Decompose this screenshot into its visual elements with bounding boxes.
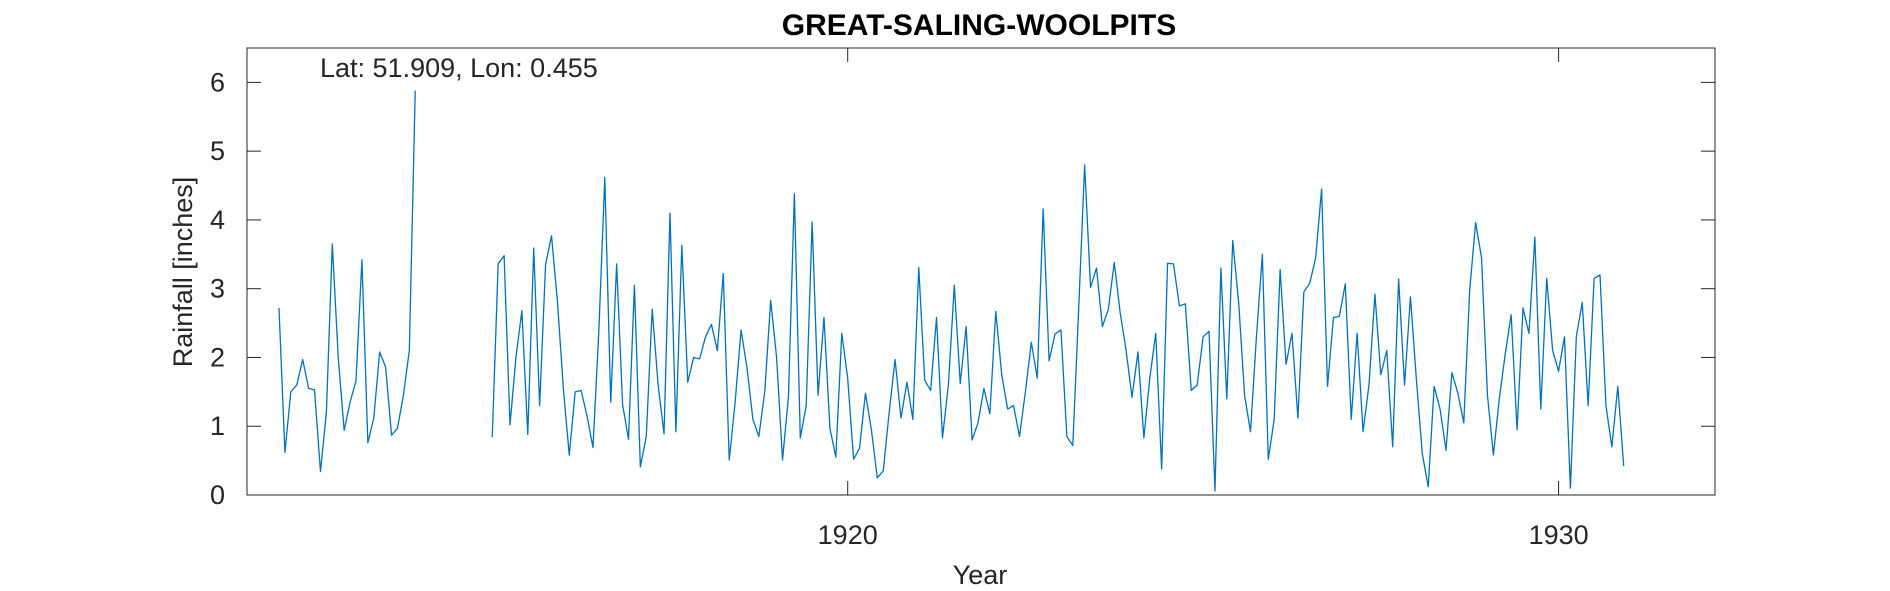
x-axis: 1920 1930 <box>818 48 1589 550</box>
chart-title: GREAT-SALING-WOOLPITS <box>782 9 1176 42</box>
coordinate-annotation: Lat: 51.909, Lon: 0.455 <box>320 53 598 83</box>
x-tick-label: 1930 <box>1529 520 1589 550</box>
y-axis-label: Rainfall [inches] <box>168 177 198 368</box>
plot-area-box <box>246 47 1716 496</box>
x-axis-label: Year <box>953 560 1008 590</box>
series-layer <box>278 90 1625 492</box>
y-tick-label: 3 <box>210 274 225 304</box>
y-tick-label: 6 <box>210 67 225 97</box>
rainfall-series-line <box>278 90 1625 492</box>
y-tick-label: 1 <box>210 411 225 441</box>
y-tick-label: 5 <box>210 136 225 166</box>
y-tick-label: 0 <box>210 480 225 510</box>
x-tick-label: 1920 <box>818 520 878 550</box>
y-tick-label: 4 <box>210 205 225 235</box>
y-tick-label: 2 <box>210 342 225 372</box>
y-axis: 0 1 2 3 4 5 6 <box>210 67 1715 510</box>
